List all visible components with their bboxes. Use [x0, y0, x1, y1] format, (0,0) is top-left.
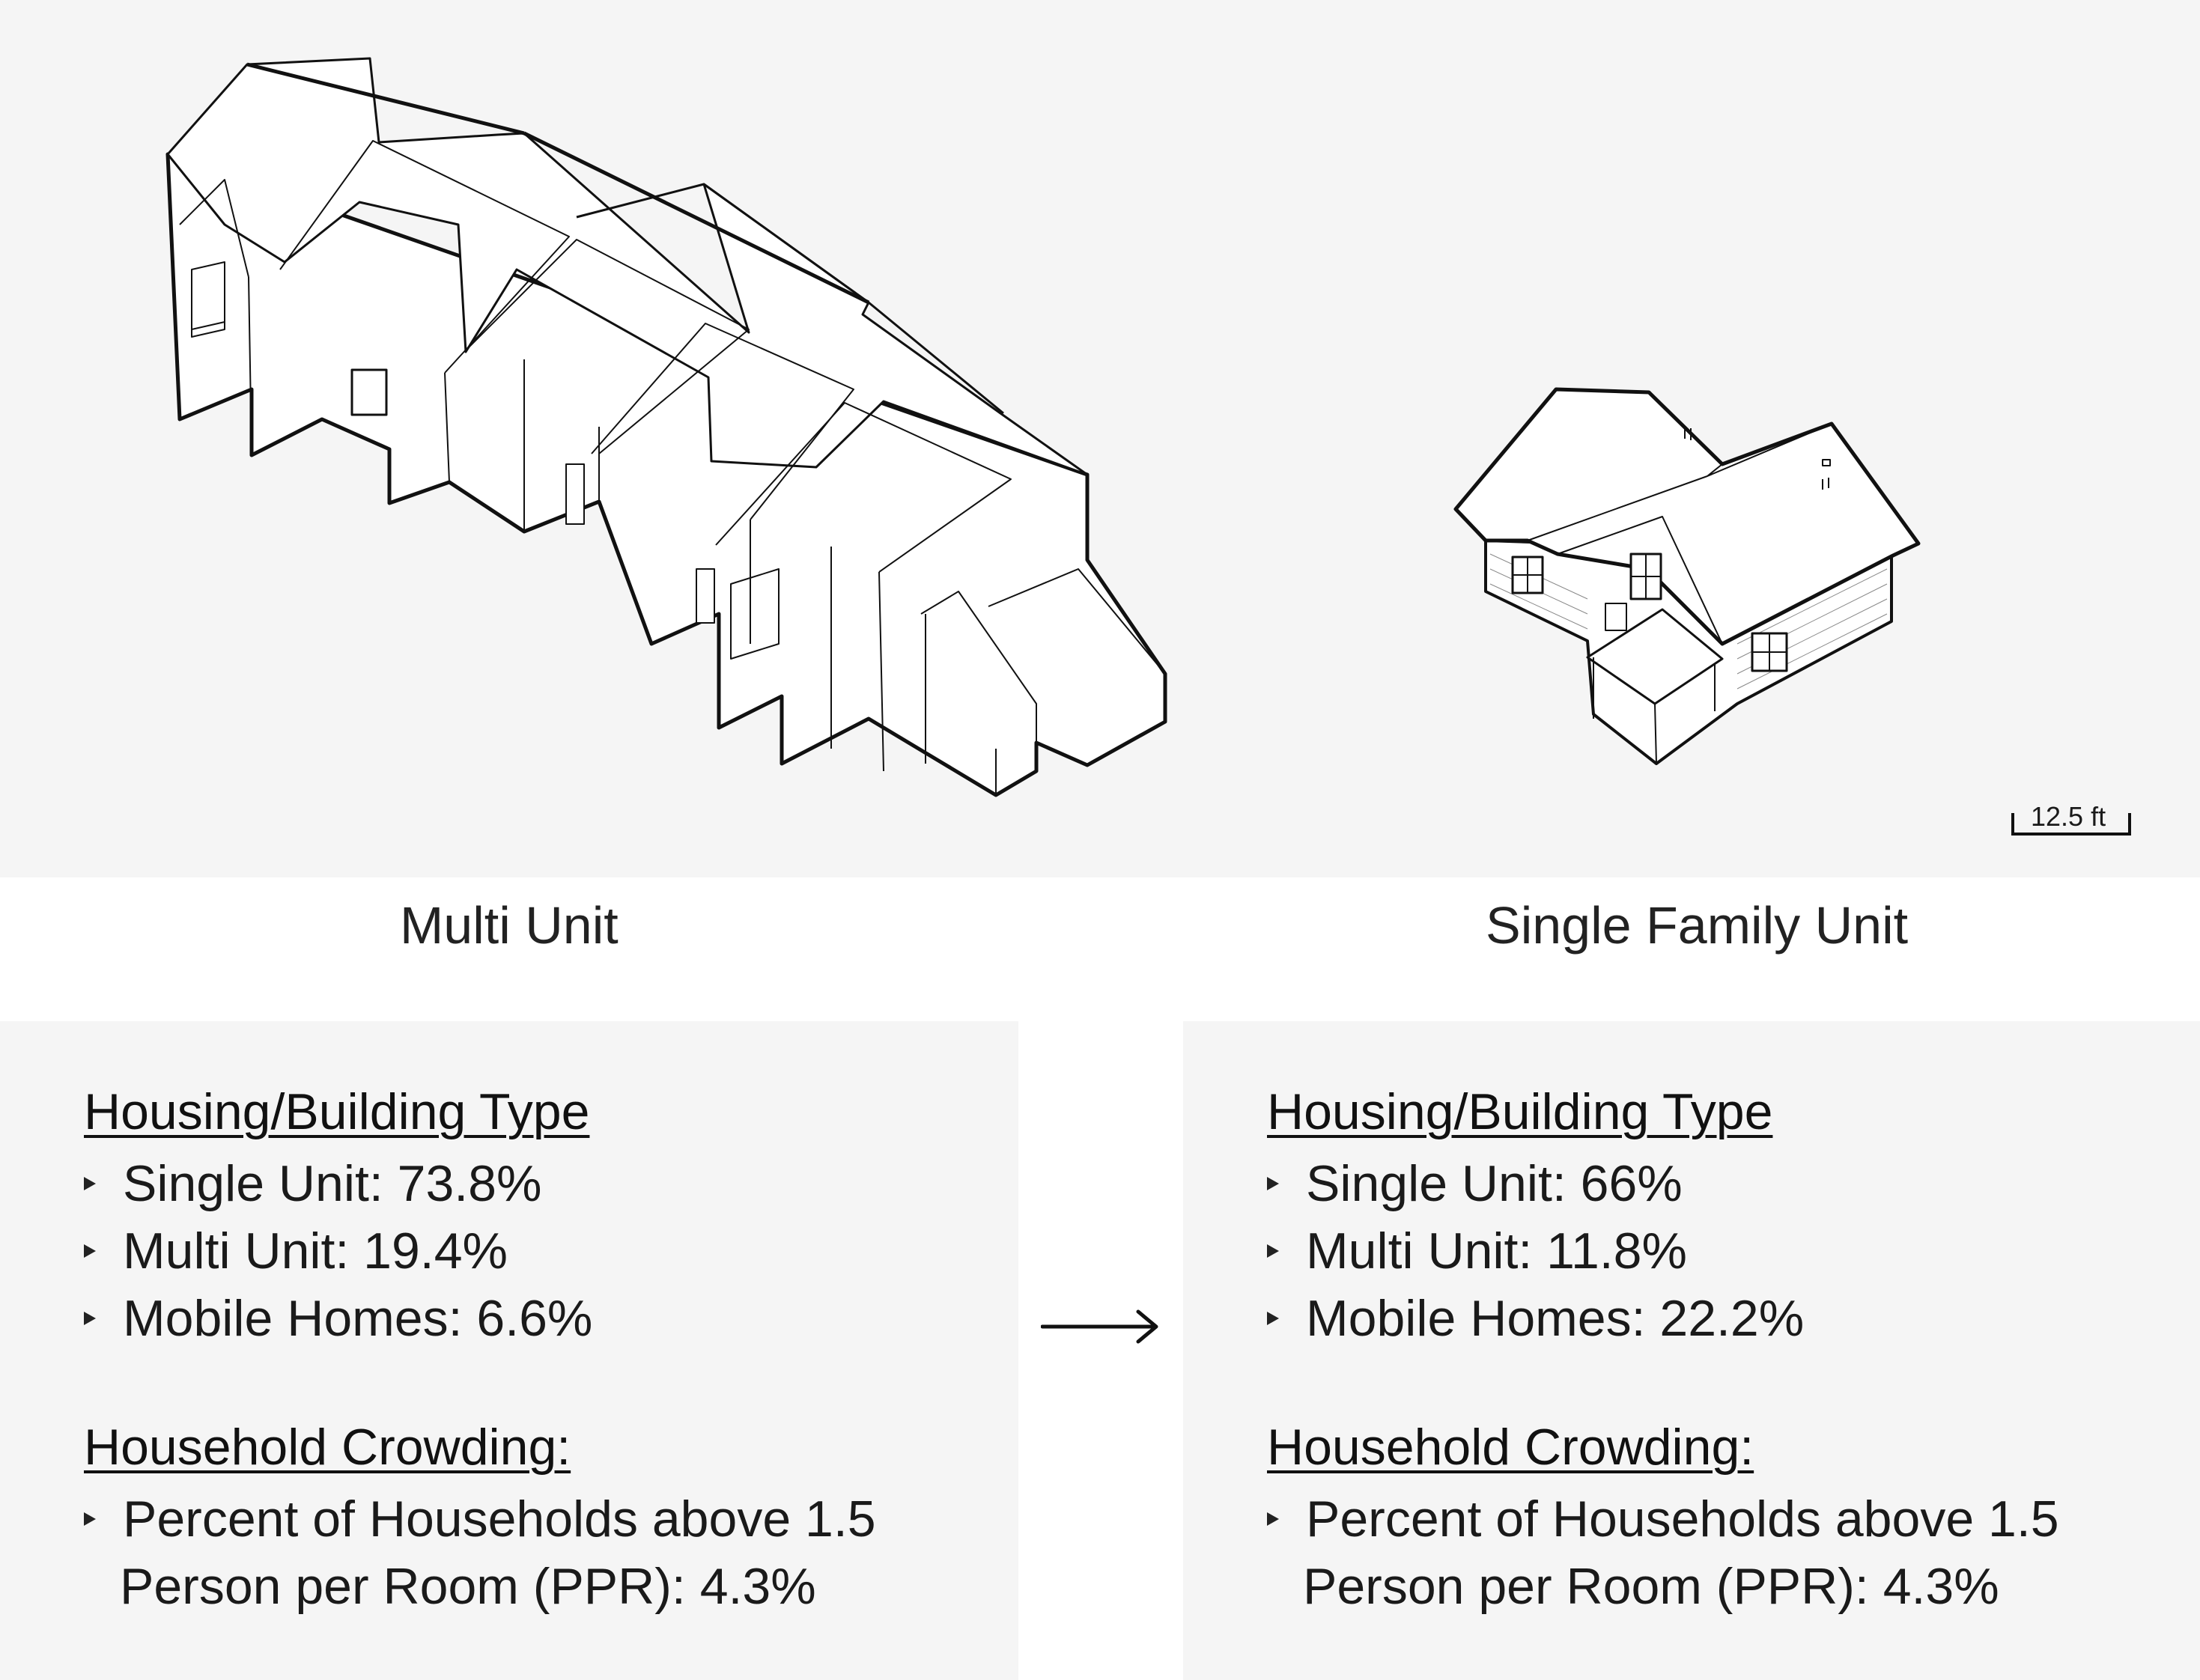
housing-type-list: Single Unit: 73.8% Multi Unit: 19.4% Mob…: [84, 1150, 592, 1352]
household-crowding-heading: Household Crowding:: [1267, 1419, 1754, 1476]
crowding-continuation-text: Person per Room (PPR): 4.3%: [120, 1558, 816, 1615]
list-item-text: Mobile Homes: 22.2%: [1306, 1290, 1805, 1347]
list-item: Multi Unit: 19.4%: [84, 1217, 592, 1285]
caption-multi-unit: Multi Unit: [400, 896, 619, 955]
list-item-text: Multi Unit: 11.8%: [1306, 1223, 1687, 1279]
right-arrow-icon: [1041, 1309, 1158, 1344]
housing-type-list: Single Unit: 66% Multi Unit: 11.8% Mobil…: [1267, 1150, 1804, 1352]
list-item-text: Single Unit: 73.8%: [123, 1155, 542, 1212]
list-item: Mobile Homes: 6.6%: [84, 1285, 592, 1352]
list-item: Single Unit: 66%: [1267, 1150, 1804, 1217]
list-item-text: Percent of Households above 1.5: [123, 1491, 876, 1547]
list-item-text: Percent of Households above 1.5: [1306, 1491, 2059, 1547]
bullet-triangle-icon: [1267, 1312, 1279, 1325]
list-item-text: Mobile Homes: 6.6%: [123, 1290, 593, 1347]
single-family-house-drawing: [1453, 387, 1921, 765]
bullet-triangle-icon: [1267, 1177, 1279, 1190]
bullet-triangle-icon: [84, 1244, 96, 1258]
list-item: Percent of Households above 1.5: [1267, 1485, 2059, 1553]
bullet-triangle-icon: [84, 1312, 96, 1325]
bullet-triangle-icon: [1267, 1244, 1279, 1258]
household-crowding-list: Percent of Households above 1.5: [84, 1485, 876, 1553]
multi-unit-building-drawing: [165, 57, 1167, 797]
housing-type-heading: Housing/Building Type: [1267, 1083, 1773, 1140]
list-item: Multi Unit: 11.8%: [1267, 1217, 1804, 1285]
stats-panel-multi-unit: Housing/Building Type Single Unit: 73.8%…: [0, 1021, 1018, 1680]
housing-type-heading: Housing/Building Type: [84, 1083, 590, 1140]
crowding-continuation-text: Person per Room (PPR): 4.3%: [1303, 1558, 1999, 1615]
list-item: Single Unit: 73.8%: [84, 1150, 592, 1217]
stats-panel-single-family-unit: Housing/Building Type Single Unit: 66% M…: [1183, 1021, 2200, 1680]
scale-bar-line: [2011, 813, 2131, 836]
bullet-triangle-icon: [84, 1177, 96, 1190]
household-crowding-list: Percent of Households above 1.5: [1267, 1485, 2059, 1553]
scale-bar: 12.5 ft: [2011, 801, 2131, 836]
list-item: Percent of Households above 1.5: [84, 1485, 876, 1553]
list-item-text: Single Unit: 66%: [1306, 1155, 1683, 1212]
building-drawings: [165, 57, 1921, 797]
bullet-triangle-icon: [84, 1512, 96, 1526]
drawing-panel: 12.5 ft: [165, 57, 2131, 836]
list-item: Mobile Homes: 22.2%: [1267, 1285, 1804, 1352]
list-item-text: Multi Unit: 19.4%: [123, 1223, 508, 1279]
caption-single-family-unit: Single Family Unit: [1486, 896, 1909, 955]
scale-bar-label: 12.5 ft: [2031, 801, 2106, 832]
household-crowding-heading: Household Crowding:: [84, 1419, 571, 1476]
bullet-triangle-icon: [1267, 1512, 1279, 1526]
